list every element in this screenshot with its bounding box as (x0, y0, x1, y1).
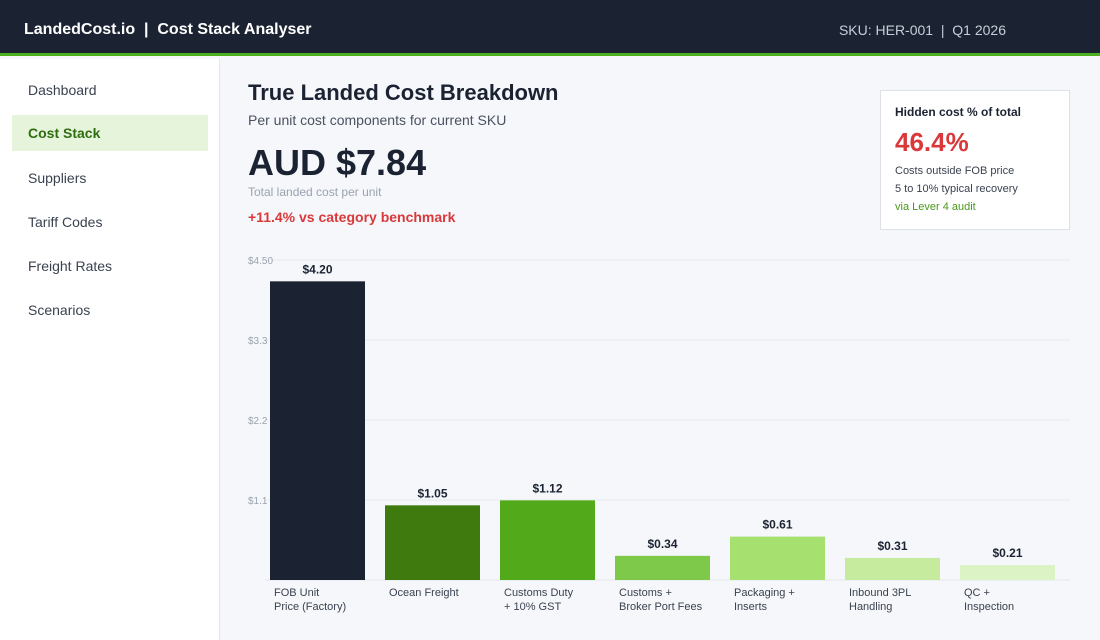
sidebar-item-suppliers[interactable]: Suppliers (28, 170, 87, 186)
y-tick-label: $2.2 (248, 416, 268, 427)
x-category-label: QC + (964, 587, 990, 599)
bar-value-label: $0.61 (762, 518, 792, 532)
cost-breakdown-bar-chart: $4.50 $3.3 $2.2 $1.1 $4.20 FOB Unit Price (Fac… (248, 256, 1070, 613)
y-tick-label: $1.1 (248, 496, 268, 507)
bar-5 (730, 536, 825, 580)
bar-value-label: $0.31 (877, 539, 907, 553)
bar-value-label: $1.12 (532, 481, 562, 495)
x-category-label: Packaging + (734, 587, 795, 599)
page-title: True Landed Cost Breakdown (248, 80, 559, 105)
sidebar-item-tariff-codes[interactable]: Tariff Codes (28, 214, 103, 230)
y-tick-label: $4.50 (248, 256, 273, 267)
x-category-label: Price (Factory) (274, 601, 346, 613)
sidebar-item-scenarios[interactable]: Scenarios (28, 302, 91, 318)
total-landed-cost-value: AUD $7.84 (248, 142, 427, 183)
x-category-label: Ocean Freight (389, 587, 459, 599)
sidebar-item-dashboard[interactable]: Dashboard (28, 82, 97, 98)
brand-title: LandedCost.io | Cost Stack Analyser (24, 21, 312, 38)
bar-value-label: $0.21 (992, 546, 1022, 560)
x-category-label: Customs Duty (504, 587, 574, 599)
sku-period-info: SKU: HER-001 | Q1 2026 (838, 22, 1006, 38)
x-category-label: Customs + (619, 587, 672, 599)
benchmark-delta: +11.4% vs category benchmark (248, 209, 456, 225)
hidden-cost-audit-link: via Lever 4 audit (895, 201, 976, 213)
x-category-label: Inserts (734, 601, 768, 613)
bar-7 (960, 565, 1055, 580)
sidebar-item-cost-stack[interactable]: Cost Stack (12, 115, 208, 151)
bar-value-label: $4.20 (302, 262, 332, 276)
sidebar-item-freight-rates[interactable]: Freight Rates (28, 258, 113, 274)
x-category-label: Inspection (964, 601, 1014, 613)
page-subtitle: Per unit cost components for current SKU (248, 112, 507, 128)
hidden-cost-recovery: 5 to 10% typical recovery (895, 183, 1018, 195)
bar-4 (615, 555, 710, 580)
sidebar: Dashboard Cost Stack Suppliers Tariff Co… (0, 59, 220, 640)
bar-6 (845, 557, 940, 580)
y-tick-label: $3.3 (248, 336, 268, 347)
bar-2 (385, 505, 480, 580)
hidden-cost-card: Hidden cost % of total 46.4% Costs outsi… (880, 90, 1070, 230)
hidden-cost-title: Hidden cost % of total (895, 105, 1021, 119)
hidden-cost-note: Costs outside FOB price (895, 165, 1015, 177)
x-category-label: Inbound 3PL (849, 587, 911, 599)
x-category-label: Handling (849, 601, 892, 613)
x-category-label: + 10% GST (504, 601, 561, 613)
bar-1 (270, 281, 365, 580)
total-landed-cost-caption: Total landed cost per unit (248, 185, 382, 199)
bar-value-label: $1.05 (417, 486, 447, 500)
bar-value-label: $0.34 (647, 537, 677, 551)
x-category-label: FOB Unit (274, 587, 319, 599)
top-bar: LandedCost.io | Cost Stack Analyser SKU:… (0, 0, 1100, 56)
x-category-label: Broker Port Fees (619, 601, 703, 613)
hidden-cost-value: 46.4% (895, 127, 969, 157)
bar-3 (500, 500, 595, 580)
